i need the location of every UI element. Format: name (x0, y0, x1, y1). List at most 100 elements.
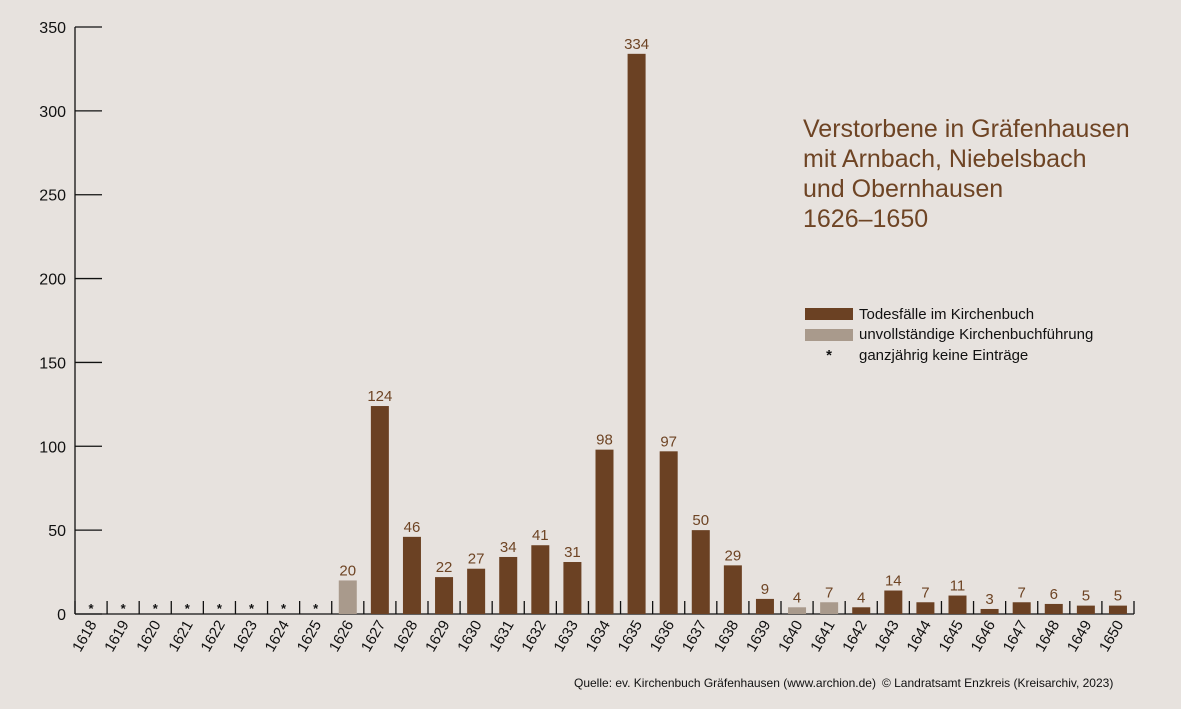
legend-label-partial: unvollständige Kirchenbuchführung (859, 326, 1094, 344)
x-tick-label: 1640 (775, 618, 806, 655)
x-tick-label: 1629 (422, 618, 453, 655)
data-label: 7 (921, 584, 929, 601)
x-tick-label: 1650 (1096, 618, 1127, 655)
data-label: 46 (404, 519, 421, 536)
data-label: 9 (761, 581, 769, 598)
x-tick-label: 1625 (294, 618, 325, 655)
bar (370, 406, 389, 614)
data-label: 29 (725, 547, 742, 564)
x-tick-label: 1637 (679, 618, 710, 655)
x-tick-label: 1647 (1000, 618, 1031, 655)
bar (338, 580, 357, 614)
data-label: 124 (367, 388, 392, 405)
data-label: 11 (950, 578, 966, 595)
x-tick-label: 1627 (358, 618, 389, 655)
data-label: 7 (1018, 584, 1026, 601)
bar (916, 602, 935, 614)
bar (755, 598, 774, 614)
data-label: 3 (985, 591, 993, 608)
bar (1108, 605, 1127, 614)
y-tick-label: 350 (39, 20, 66, 37)
bar (788, 607, 807, 614)
legend-item-full: Todesfälle im Kirchenbuch (805, 304, 1093, 325)
x-tick-label: 1643 (871, 618, 902, 655)
x-tick-label: 1618 (69, 618, 100, 655)
x-tick-label: 1641 (807, 618, 838, 655)
data-label: 20 (339, 562, 356, 579)
no-entry-star: * (121, 601, 127, 616)
bar (563, 562, 582, 614)
data-label: 4 (793, 589, 801, 606)
legend-swatch-full (805, 308, 853, 321)
legend-swatch-partial (805, 328, 853, 341)
x-tick-label: 1628 (390, 618, 421, 655)
legend-label-star: ganzjährig keine Einträge (859, 346, 1029, 364)
bar (691, 530, 710, 614)
y-tick-label: 50 (48, 523, 66, 540)
y-tick-label: 250 (39, 188, 66, 205)
title-line-4: 1626–1650 (803, 205, 929, 233)
x-tick-label: 1633 (550, 618, 581, 655)
title-line-2: mit Arnbach, Niebelsbach (803, 145, 1087, 173)
data-label: 50 (692, 512, 709, 529)
x-tick-label: 1645 (936, 618, 967, 655)
data-label: 34 (500, 539, 517, 556)
chart-title: Verstorbene in Gräfenhausen mit Arnbach,… (803, 114, 1130, 234)
bar (402, 536, 421, 614)
bar (980, 608, 999, 614)
no-entry-star: * (89, 601, 95, 616)
x-tick-label: 1632 (518, 618, 549, 655)
data-label: 4 (857, 589, 865, 606)
y-tick-label: 300 (39, 104, 66, 121)
x-tick-label: 1626 (326, 618, 357, 655)
data-label: 7 (825, 584, 833, 601)
y-tick-label: 150 (39, 355, 66, 372)
bar (595, 449, 614, 614)
y-tick-label: 200 (39, 272, 66, 289)
no-entry-star: * (249, 601, 255, 616)
legend-item-star: * ganzjährig keine Einträge (805, 345, 1093, 366)
legend-label-full: Todesfälle im Kirchenbuch (859, 305, 1035, 323)
bar (948, 595, 967, 614)
data-label: 334 (624, 36, 649, 53)
x-tick-label: 1648 (1032, 618, 1063, 655)
bar (531, 545, 550, 614)
x-tick-label: 1644 (903, 618, 934, 655)
legend: Todesfälle im Kirchenbuch unvollständige… (805, 304, 1093, 366)
data-label: 5 (1114, 588, 1122, 605)
y-tick-label: 100 (39, 439, 66, 456)
x-tick-label: 1622 (197, 618, 228, 655)
x-tick-label: 1630 (454, 618, 485, 655)
x-tick-label: 1646 (968, 617, 999, 654)
bar (723, 565, 742, 614)
no-entry-star: * (281, 601, 287, 616)
x-tick-label: 1623 (230, 618, 261, 655)
data-label: 27 (468, 551, 485, 568)
data-label: 41 (532, 527, 549, 544)
bar (852, 607, 871, 614)
legend-item-partial: unvollständige Kirchenbuchführung (805, 325, 1093, 346)
source-note: Quelle: ev. Kirchenbuch Gräfenhausen (ww… (574, 676, 1119, 690)
data-label: 22 (436, 559, 453, 576)
x-tick-label: 1639 (743, 618, 774, 655)
x-tick-label: 1624 (262, 618, 293, 655)
x-tick-label: 1634 (583, 618, 614, 655)
source-quelle: Quelle: ev. Kirchenbuch Gräfenhausen (ww… (574, 676, 876, 690)
data-label: 31 (564, 544, 581, 561)
x-tick-label: 1649 (1064, 618, 1095, 655)
no-entry-star: * (217, 601, 223, 616)
legend-star-symbol: * (826, 346, 832, 364)
bar (467, 568, 486, 614)
bar (1012, 602, 1031, 614)
data-label: 14 (885, 573, 902, 590)
bar (659, 451, 678, 614)
x-tick-label: 1642 (839, 618, 870, 655)
x-tick-label: 1619 (101, 618, 132, 655)
data-label: 5 (1082, 588, 1090, 605)
x-tick-label: 1638 (711, 618, 742, 655)
x-tick-label: 1621 (165, 618, 196, 655)
x-tick-label: 1636 (647, 618, 678, 655)
bar (820, 602, 839, 614)
data-label: 98 (596, 432, 613, 449)
